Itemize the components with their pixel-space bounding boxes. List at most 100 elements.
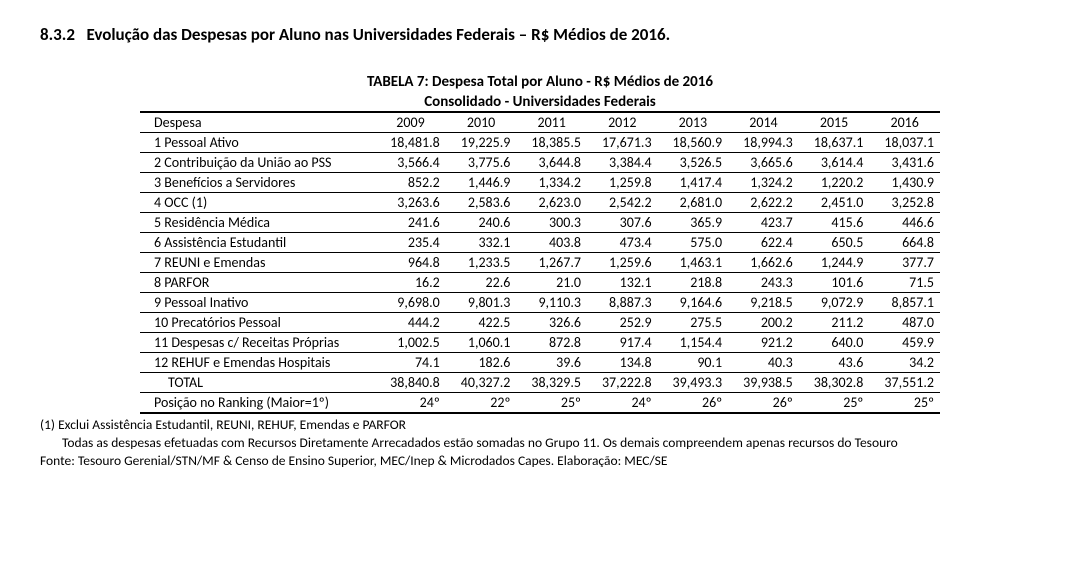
cell-value: 422.5 [446, 313, 517, 333]
cell-value: 2,623.0 [516, 193, 587, 213]
cell-value: 3,526.5 [658, 153, 729, 173]
header-year: 2015 [799, 113, 870, 133]
cell-value: 640.0 [799, 333, 870, 353]
cell-value: 3,431.6 [869, 153, 940, 173]
cell-value: 241.6 [375, 213, 446, 233]
cell-value: 39,493.3 [658, 373, 729, 393]
cell-value: 71.5 [869, 273, 940, 293]
cell-value: 3,263.6 [375, 193, 446, 213]
cell-value: 403.8 [516, 233, 587, 253]
row-label: 10 Precatórios Pessoal [140, 313, 375, 333]
cell-value: 2,622.2 [728, 193, 799, 213]
cell-value: 365.9 [658, 213, 729, 233]
cell-value: 332.1 [446, 233, 517, 253]
table-row: 10 Precatórios Pessoal444.2422.5326.6252… [140, 313, 940, 333]
cell-value: 921.2 [728, 333, 799, 353]
cell-value: 101.6 [799, 273, 870, 293]
row-label: 7 REUNI e Emendas [140, 253, 375, 273]
cell-value: 243.3 [728, 273, 799, 293]
footnote-source: Fonte: Tesouro Gerenial/STN/MF & Censo d… [40, 452, 1040, 470]
cell-value: 18,481.8 [375, 133, 446, 153]
cell-value: 1,334.2 [516, 173, 587, 193]
row-label: 11 Despesas c/ Receitas Próprias [140, 333, 375, 353]
cell-value: 1,463.1 [658, 253, 729, 273]
cell-value: 26º [658, 393, 729, 414]
cell-value: 852.2 [375, 173, 446, 193]
footnotes: (1) Exclui Assistência Estudantil, REUNI… [40, 416, 1040, 471]
cell-value: 132.1 [587, 273, 658, 293]
table-row: TOTAL38,840.840,327.238,329.537,222.839,… [140, 373, 940, 393]
cell-value: 211.2 [799, 313, 870, 333]
section-title: Evolução das Despesas por Aluno nas Univ… [86, 24, 670, 45]
cell-value: 3,252.8 [869, 193, 940, 213]
cell-value: 1,417.4 [658, 173, 729, 193]
cell-value: 218.8 [658, 273, 729, 293]
cell-value: 1,662.6 [728, 253, 799, 273]
cell-value: 1,259.6 [587, 253, 658, 273]
cell-value: 415.6 [799, 213, 870, 233]
table-subtitle: Consolidado - Universidades Federais [140, 93, 940, 113]
row-label: 5 Residência Médica [140, 213, 375, 233]
cell-value: 43.6 [799, 353, 870, 373]
cell-value: 275.5 [658, 313, 729, 333]
cell-value: 446.6 [869, 213, 940, 233]
cell-value: 1,233.5 [446, 253, 517, 273]
table-container: TABELA 7: Despesa Total por Aluno - R$ M… [140, 73, 940, 414]
row-label: Posição no Ranking (Maior=1º) [140, 393, 375, 414]
cell-value: 423.7 [728, 213, 799, 233]
cell-value: 1,259.8 [587, 173, 658, 193]
cell-value: 90.1 [658, 353, 729, 373]
cell-value: 9,698.0 [375, 293, 446, 313]
cell-value: 3,384.4 [587, 153, 658, 173]
cell-value: 575.0 [658, 233, 729, 253]
cell-value: 18,637.1 [799, 133, 870, 153]
cell-value: 917.4 [587, 333, 658, 353]
row-label: 3 Benefícios a Servidores [140, 173, 375, 193]
row-label: 6 Assistência Estudantil [140, 233, 375, 253]
cell-value: 38,840.8 [375, 373, 446, 393]
cell-value: 26º [728, 393, 799, 414]
cell-value: 24º [375, 393, 446, 414]
cell-value: 25º [516, 393, 587, 414]
cell-value: 1,002.5 [375, 333, 446, 353]
cell-value: 444.2 [375, 313, 446, 333]
cell-value: 17,671.3 [587, 133, 658, 153]
cell-value: 9,218.5 [728, 293, 799, 313]
section-number: 8.3.2 [40, 24, 75, 45]
cell-value: 240.6 [446, 213, 517, 233]
cell-value: 24º [587, 393, 658, 414]
cell-value: 3,665.6 [728, 153, 799, 173]
cell-value: 2,681.0 [658, 193, 729, 213]
cell-value: 650.5 [799, 233, 870, 253]
cell-value: 473.4 [587, 233, 658, 253]
cell-value: 2,451.0 [799, 193, 870, 213]
cell-value: 18,037.1 [869, 133, 940, 153]
table-row: 3 Benefícios a Servidores852.21,446.91,3… [140, 173, 940, 193]
table-row: 4 OCC (1)3,263.62,583.62,623.02,542.22,6… [140, 193, 940, 213]
header-year: 2014 [728, 113, 799, 133]
cell-value: 459.9 [869, 333, 940, 353]
cell-value: 622.4 [728, 233, 799, 253]
table-row: 1 Pessoal Ativo18,481.819,225.918,385.51… [140, 133, 940, 153]
cell-value: 872.8 [516, 333, 587, 353]
cell-value: 39,938.5 [728, 373, 799, 393]
header-despesa: Despesa [140, 113, 375, 133]
header-year: 2016 [869, 113, 940, 133]
cell-value: 326.6 [516, 313, 587, 333]
cell-value: 664.8 [869, 233, 940, 253]
cell-value: 300.3 [516, 213, 587, 233]
section-heading: 8.3.2 Evolução das Despesas por Aluno na… [40, 24, 1040, 45]
cell-value: 18,560.9 [658, 133, 729, 153]
cell-value: 134.8 [587, 353, 658, 373]
data-table: Despesa 2009 2010 2011 2012 2013 2014 20… [140, 113, 940, 414]
cell-value: 16.2 [375, 273, 446, 293]
cell-value: 1,154.4 [658, 333, 729, 353]
cell-value: 38,329.5 [516, 373, 587, 393]
table-row: 9 Pessoal Inativo9,698.09,801.39,110.38,… [140, 293, 940, 313]
cell-value: 252.9 [587, 313, 658, 333]
cell-value: 74.1 [375, 353, 446, 373]
cell-value: 235.4 [375, 233, 446, 253]
cell-value: 182.6 [446, 353, 517, 373]
table-row: 5 Residência Médica241.6240.6300.3307.63… [140, 213, 940, 233]
cell-value: 3,644.8 [516, 153, 587, 173]
